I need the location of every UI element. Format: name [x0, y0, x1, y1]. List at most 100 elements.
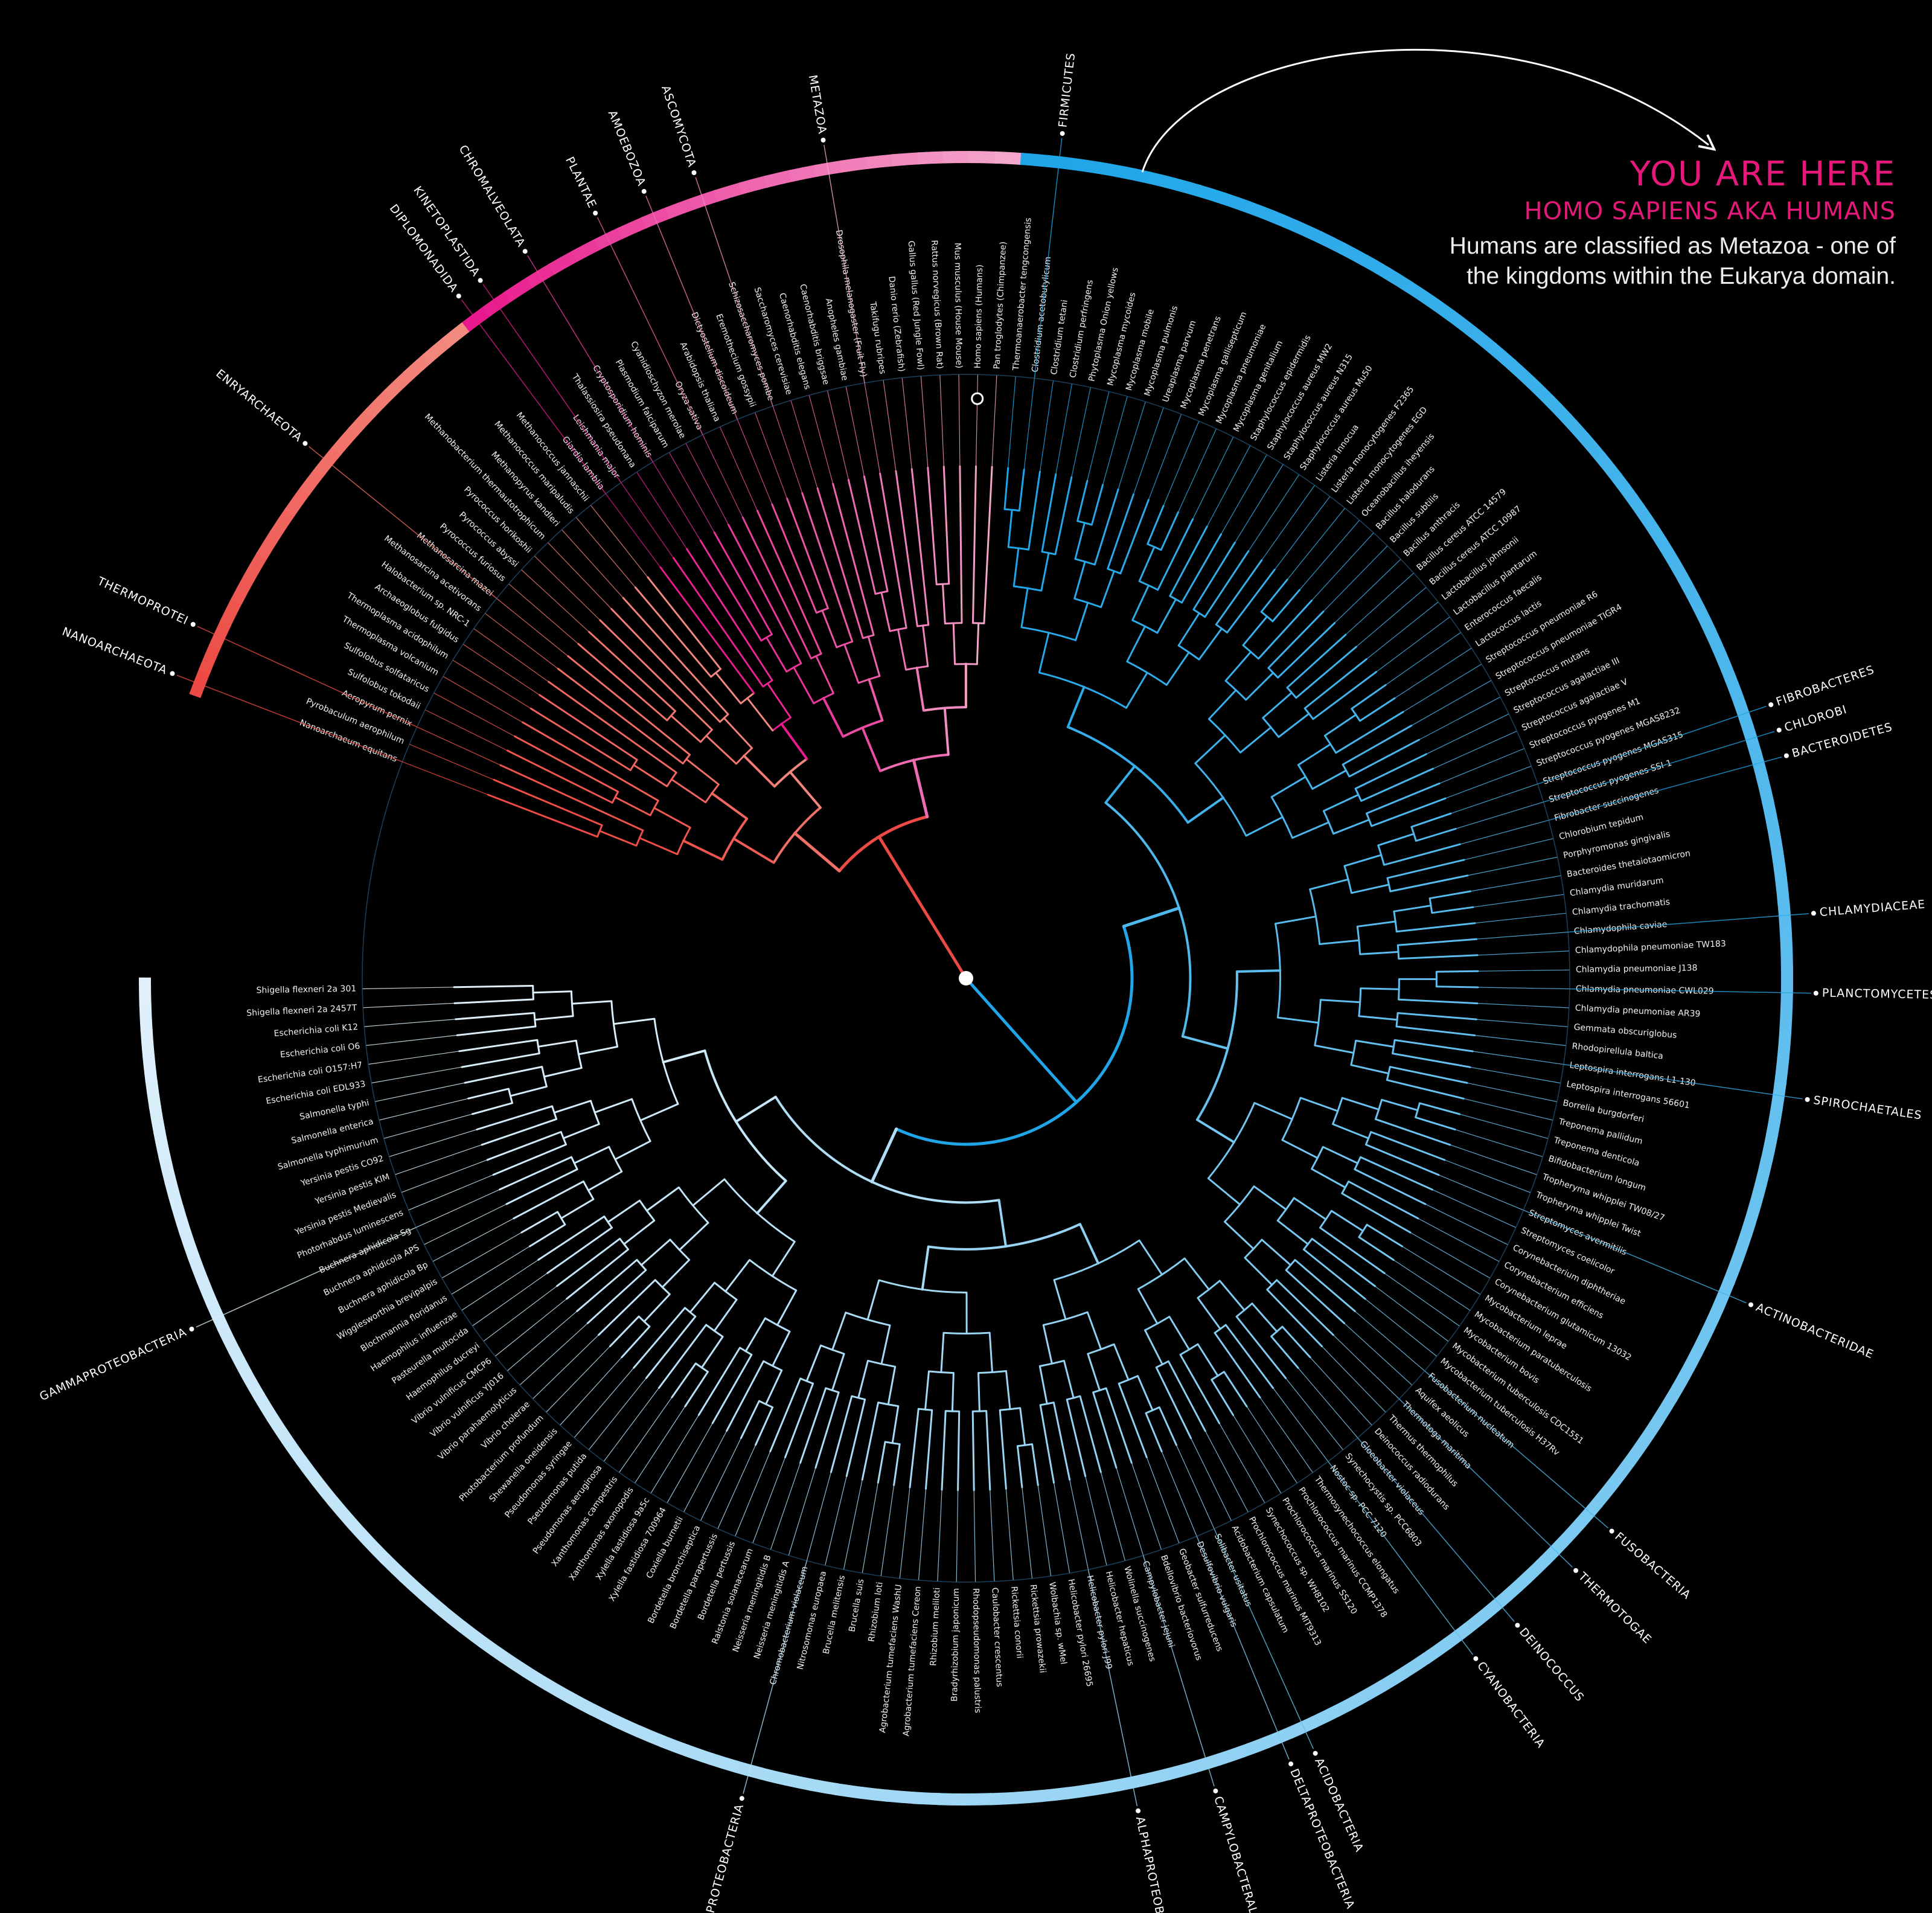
ring-segment — [231, 574, 255, 604]
ring-segment — [1426, 295, 1456, 322]
branch-segment — [715, 671, 742, 705]
branch-arc — [918, 1408, 932, 1411]
leaf-spoke — [788, 1467, 816, 1556]
branch-segment — [951, 1372, 955, 1412]
branch-segment — [586, 1269, 647, 1324]
branch-segment — [1359, 950, 1399, 955]
branch-arc — [936, 583, 949, 586]
leaf-spoke — [1477, 969, 1570, 972]
branch-segment — [1278, 713, 1310, 739]
leaf-spoke — [417, 726, 501, 766]
branch-segment — [657, 1324, 708, 1389]
branch-segment — [857, 1359, 869, 1399]
ring-segment — [1715, 651, 1737, 682]
branch-segment — [453, 985, 534, 989]
branch-segment — [461, 1053, 540, 1068]
leaf-spoke — [700, 1438, 741, 1521]
branch-arc — [1021, 626, 1076, 641]
ring-segment — [589, 1703, 619, 1727]
leaf-spoke — [383, 1114, 473, 1139]
ring-segment — [860, 1786, 889, 1802]
clade-connector — [1328, 1461, 1474, 1655]
ring-segment — [437, 1605, 467, 1633]
ring-segment — [1220, 192, 1251, 213]
leaf-spoke — [752, 1457, 786, 1543]
branch-segment — [1138, 546, 1156, 582]
ring-segment — [1171, 178, 1202, 197]
leaf-spoke — [825, 1476, 847, 1566]
branch-arc — [714, 1282, 737, 1301]
branch-segment — [983, 466, 993, 624]
branch-segment — [972, 465, 977, 624]
branch-arc — [895, 926, 1134, 1146]
clade-connector — [824, 144, 865, 383]
ring-segment — [153, 1130, 171, 1160]
branch-arc — [1428, 898, 1433, 914]
leaf-spoke — [1445, 766, 1532, 799]
leaf-label: Chlamydophila pneumoniae TW183 — [1575, 939, 1726, 955]
clade-dot — [820, 138, 826, 143]
branch-segment — [1312, 671, 1377, 720]
branch-segment — [1396, 938, 1477, 946]
ring-segment — [281, 1435, 307, 1466]
ring-segment — [865, 154, 895, 170]
branch-arc — [1270, 796, 1293, 839]
leaf-spoke — [443, 676, 523, 723]
ring-segment — [402, 353, 432, 382]
branch-segment — [614, 1140, 651, 1161]
leaf-spoke — [494, 1298, 568, 1357]
branch-segment — [805, 1344, 822, 1382]
branch-arc — [1392, 1040, 1396, 1054]
ring-segment — [1652, 1394, 1678, 1424]
branch-segment — [1428, 890, 1472, 900]
branch-segment — [743, 754, 776, 788]
clade-label: ASCOMYCOTA — [659, 84, 699, 169]
ring-segment — [256, 530, 281, 560]
leaf-spoke — [374, 1082, 465, 1102]
branch-segment — [880, 1324, 891, 1365]
branch-segment — [942, 583, 946, 625]
leaf-spoke — [1220, 454, 1267, 534]
branch-segment — [1181, 1035, 1229, 1050]
leaf-spoke — [1393, 1259, 1471, 1311]
clade-connector — [309, 446, 497, 599]
branch-arc — [1262, 717, 1279, 738]
branch-segment — [1371, 797, 1447, 827]
branch-segment — [1155, 1367, 1192, 1440]
branch-segment — [895, 470, 918, 627]
leaf-spoke — [652, 461, 701, 541]
branch-segment — [1090, 484, 1104, 526]
branch-segment — [1393, 905, 1432, 912]
branch-segment — [1086, 1311, 1102, 1350]
branch-segment — [685, 758, 720, 786]
ring-segment — [1740, 1206, 1761, 1237]
branch-segment — [1319, 999, 1361, 1004]
branch-segment — [1039, 1404, 1055, 1484]
leaf-spoke — [737, 419, 773, 505]
branch-segment — [1186, 796, 1224, 824]
ring-segment — [814, 160, 844, 177]
branch-segment — [711, 1353, 753, 1424]
branch-segment — [557, 668, 684, 764]
branch-arc — [1358, 1224, 1368, 1238]
branch-segment — [922, 624, 929, 667]
branch-segment — [576, 1258, 638, 1312]
leaf-spoke — [472, 1272, 548, 1327]
leaf-spoke — [1384, 1273, 1460, 1327]
leaf-spoke — [990, 1490, 995, 1581]
ring-segment — [1623, 1437, 1650, 1467]
branch-arc — [762, 679, 773, 688]
branch-arc — [703, 1050, 787, 1182]
branch-arc — [1297, 764, 1314, 790]
branch-segment — [537, 1216, 606, 1261]
leaf-spoke — [1385, 632, 1462, 685]
ring-segment — [1400, 1653, 1431, 1679]
branch-segment — [670, 778, 707, 804]
clade-dot — [1813, 990, 1818, 996]
branch-arc — [1311, 1146, 1324, 1170]
branch-segment — [976, 622, 980, 665]
clade-label: CHROMALVEOLATA — [456, 143, 528, 249]
branch-segment — [1276, 1016, 1320, 1024]
branch-segment — [713, 531, 773, 636]
branch-segment — [543, 1067, 583, 1078]
